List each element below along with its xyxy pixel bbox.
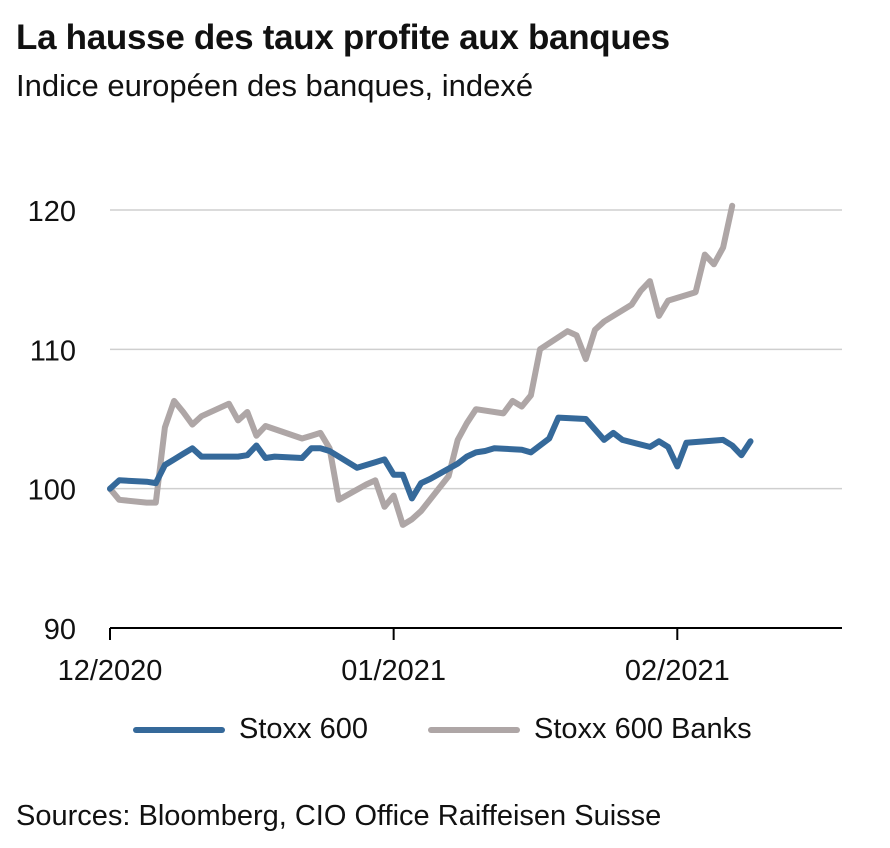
legend-label-banks: Stoxx 600 Banks <box>534 713 752 745</box>
series-line-stoxx600 <box>107 414 754 502</box>
line-chart: 90 100 110 120 12/2020 01/2021 02/2021 <box>28 196 842 687</box>
legend-label-stoxx600: Stoxx 600 <box>239 713 368 745</box>
y-tick-label-90: 90 <box>44 614 76 646</box>
x-tick-label-1: 01/2021 <box>341 655 446 687</box>
legend-item-banks: Stoxx 600 Banks <box>428 713 752 746</box>
y-tick-label-120: 120 <box>28 196 76 228</box>
y-tick-label-100: 100 <box>28 475 76 507</box>
legend-item-stoxx600: Stoxx 600 <box>133 713 368 746</box>
x-tick-label-0: 12/2020 <box>58 655 163 687</box>
legend: Stoxx 600 Stoxx 600 Banks <box>0 713 890 753</box>
y-tick-label-110: 110 <box>30 335 76 367</box>
series-line-banks <box>107 202 736 528</box>
legend-swatch-banks <box>428 726 520 733</box>
chart-subtitle: Indice européen des banques, indexé <box>16 68 534 103</box>
source-note: Sources: Bloomberg, CIO Office Raiffeise… <box>16 800 662 832</box>
x-tick-label-2: 02/2021 <box>625 655 730 687</box>
chart-title: La hausse des taux profite aux banques <box>16 18 670 57</box>
legend-swatch-stoxx600 <box>133 726 225 733</box>
